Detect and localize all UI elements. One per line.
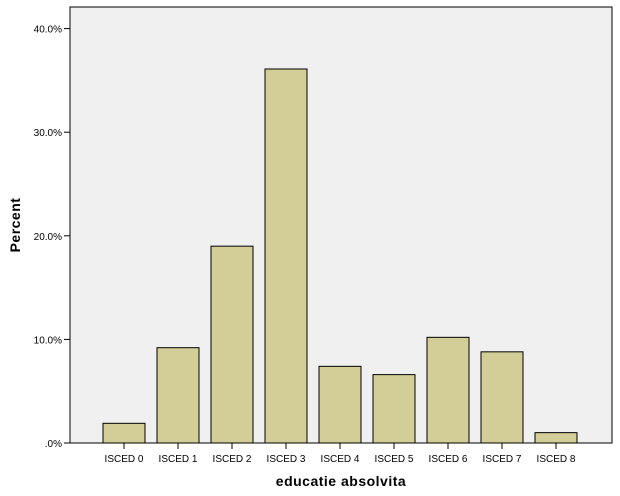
x-axis-title: educatie absolvita [276,473,406,489]
x-tick-label: ISCED 8 [537,454,576,465]
bar [534,432,578,444]
bar [210,245,254,444]
bar [156,347,200,444]
x-tick-label: ISCED 3 [267,454,306,465]
x-tick-label: ISCED 7 [483,454,522,465]
x-tick-label: ISCED 0 [105,454,144,465]
y-tick-label: .0% [45,439,62,450]
y-tick-label: 20.0% [34,232,62,243]
bar [372,374,416,444]
y-tick-label: 40.0% [34,25,62,36]
x-tick-label: ISCED 5 [375,454,414,465]
y-tick-label: 10.0% [34,335,62,346]
x-tick-label: ISCED 2 [213,454,252,465]
bar [480,351,524,444]
y-axis-title: Percent [7,198,23,253]
x-axis: ISCED 0 ISCED 1 ISCED 2 ISCED 3 ISCED 4 ISCED… [105,443,576,465]
bar [264,68,308,444]
bar [318,365,362,444]
bar [426,336,470,444]
x-tick-label: ISCED 6 [429,454,468,465]
y-tick-label: 30.0% [34,128,62,139]
bar [102,422,146,444]
x-tick-label: ISCED 1 [159,454,198,465]
x-tick-label: ISCED 4 [321,454,360,465]
bars-group [102,68,578,444]
y-axis: .0% 10.0% 20.0% 30.0% 40.0% [34,25,70,450]
